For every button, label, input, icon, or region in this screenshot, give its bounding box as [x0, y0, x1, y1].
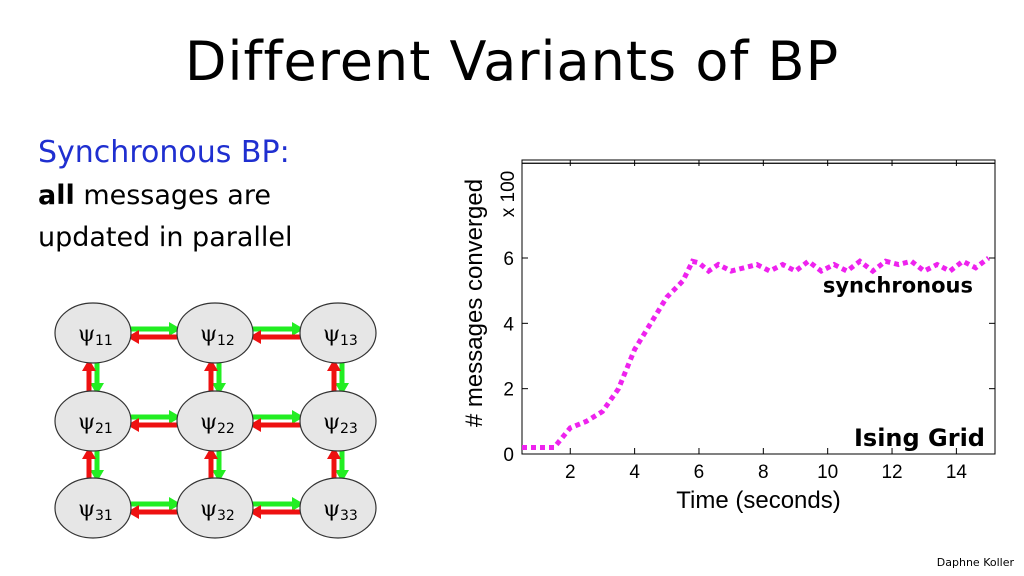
node-psi-31-symbol: ψ — [78, 497, 95, 522]
node-psi-12-symbol: ψ — [200, 322, 217, 347]
v-arrow-red-11-head — [204, 447, 218, 459]
x-tick-label-2: 2 — [565, 462, 576, 483]
x-tick-label-10: 10 — [817, 462, 838, 483]
slide-subtitle: Synchronous BP: — [38, 135, 290, 170]
node-psi-11-subscript: 11 — [95, 333, 113, 349]
description-rest: messages are — [74, 180, 271, 211]
x-tick-label-14: 14 — [946, 462, 968, 483]
y-tick-label-4: 4 — [503, 314, 514, 335]
v-arrow-red-10-head — [82, 447, 96, 459]
slide-title: Different Variants of BP — [184, 30, 840, 93]
v-arrow-green-10-head — [90, 470, 104, 482]
y-axis-multiplier: x 100 — [498, 171, 519, 217]
node-psi-21-subscript: 21 — [95, 421, 113, 437]
node-psi-21-symbol: ψ — [78, 410, 95, 435]
h-arrow-red-20-head — [127, 505, 139, 519]
node-psi-23-symbol: ψ — [323, 410, 340, 435]
node-psi-22-subscript: 22 — [217, 421, 235, 437]
node-psi-33-symbol: ψ — [323, 497, 340, 522]
v-arrow-red-01-head — [204, 359, 218, 371]
node-psi-12 — [176, 302, 254, 364]
node-psi-33 — [299, 477, 377, 539]
h-arrow-red-01-head — [249, 330, 261, 344]
node-psi-32-subscript: 32 — [217, 508, 235, 524]
x-tick-label-8: 8 — [758, 462, 769, 483]
h-arrow-red-00-head — [127, 330, 139, 344]
x-axis-title: Time (seconds) — [676, 487, 840, 514]
y-tick-label-0: 0 — [503, 445, 514, 466]
x-tick-label-6: 6 — [694, 462, 705, 483]
h-arrow-green-10-head — [169, 410, 181, 424]
footer-author: Daphne Koller — [936, 556, 1014, 569]
description-line-2: updated in parallel — [38, 222, 293, 253]
v-arrow-green-11-head — [212, 470, 226, 482]
plot-frame — [521, 159, 996, 455]
series-line-0 — [522, 256, 991, 450]
node-psi-31-subscript: 31 — [95, 508, 113, 524]
node-psi-11-symbol: ψ — [78, 322, 95, 347]
node-psi-12-subscript: 12 — [217, 333, 235, 349]
node-psi-11 — [54, 302, 132, 364]
description-bold: all — [38, 180, 75, 211]
x-tick-label-12: 12 — [881, 462, 902, 483]
description-line-1: all messages are — [38, 180, 271, 211]
v-arrow-red-00-head — [82, 359, 96, 371]
node-psi-22-symbol: ψ — [200, 410, 217, 435]
annotation-ising-grid: Ising Grid — [854, 424, 985, 452]
y-tick-label-6: 6 — [503, 249, 514, 270]
v-arrow-red-12-head — [327, 447, 341, 459]
h-arrow-green-01-head — [292, 322, 304, 336]
node-psi-13 — [299, 302, 377, 364]
node-psi-21 — [54, 390, 132, 452]
h-arrow-green-20-head — [169, 497, 181, 511]
node-psi-13-subscript: 13 — [340, 333, 358, 349]
h-arrow-red-21-head — [249, 505, 261, 519]
v-arrow-red-02-head — [327, 359, 341, 371]
v-arrow-green-01-head — [212, 383, 226, 395]
convergence-chart: 2 4 6 8 10 12 14 0 2 4 6 Time (seconds) # messages c… — [461, 159, 996, 514]
x-tick-label-4: 4 — [629, 462, 640, 483]
h-arrow-red-10-head — [127, 418, 139, 432]
y-axis-title: # messages converged — [461, 179, 488, 427]
h-arrow-green-21-head — [292, 497, 304, 511]
h-arrow-green-11-head — [292, 410, 304, 424]
ising-grid-diagram: ψ 11 ψ 12 ψ 13ψ 21 ψ 22 ψ 23ψ 31 ψ 32 ψ 33 — [54, 302, 377, 539]
node-psi-22 — [176, 390, 254, 452]
node-psi-31 — [54, 477, 132, 539]
v-arrow-green-00-head — [90, 383, 104, 395]
v-arrow-green-02-head — [335, 383, 349, 395]
h-arrow-red-11-head — [249, 418, 261, 432]
node-psi-33-subscript: 33 — [340, 508, 358, 524]
node-psi-23 — [299, 390, 377, 452]
node-psi-32-symbol: ψ — [200, 497, 217, 522]
node-psi-13-symbol: ψ — [323, 322, 340, 347]
node-psi-23-subscript: 23 — [340, 421, 358, 437]
annotation-synchronous: synchronous — [823, 273, 973, 297]
node-psi-32 — [176, 477, 254, 539]
y-tick-label-2: 2 — [503, 380, 514, 401]
v-arrow-green-12-head — [335, 470, 349, 482]
h-arrow-green-00-head — [169, 322, 181, 336]
